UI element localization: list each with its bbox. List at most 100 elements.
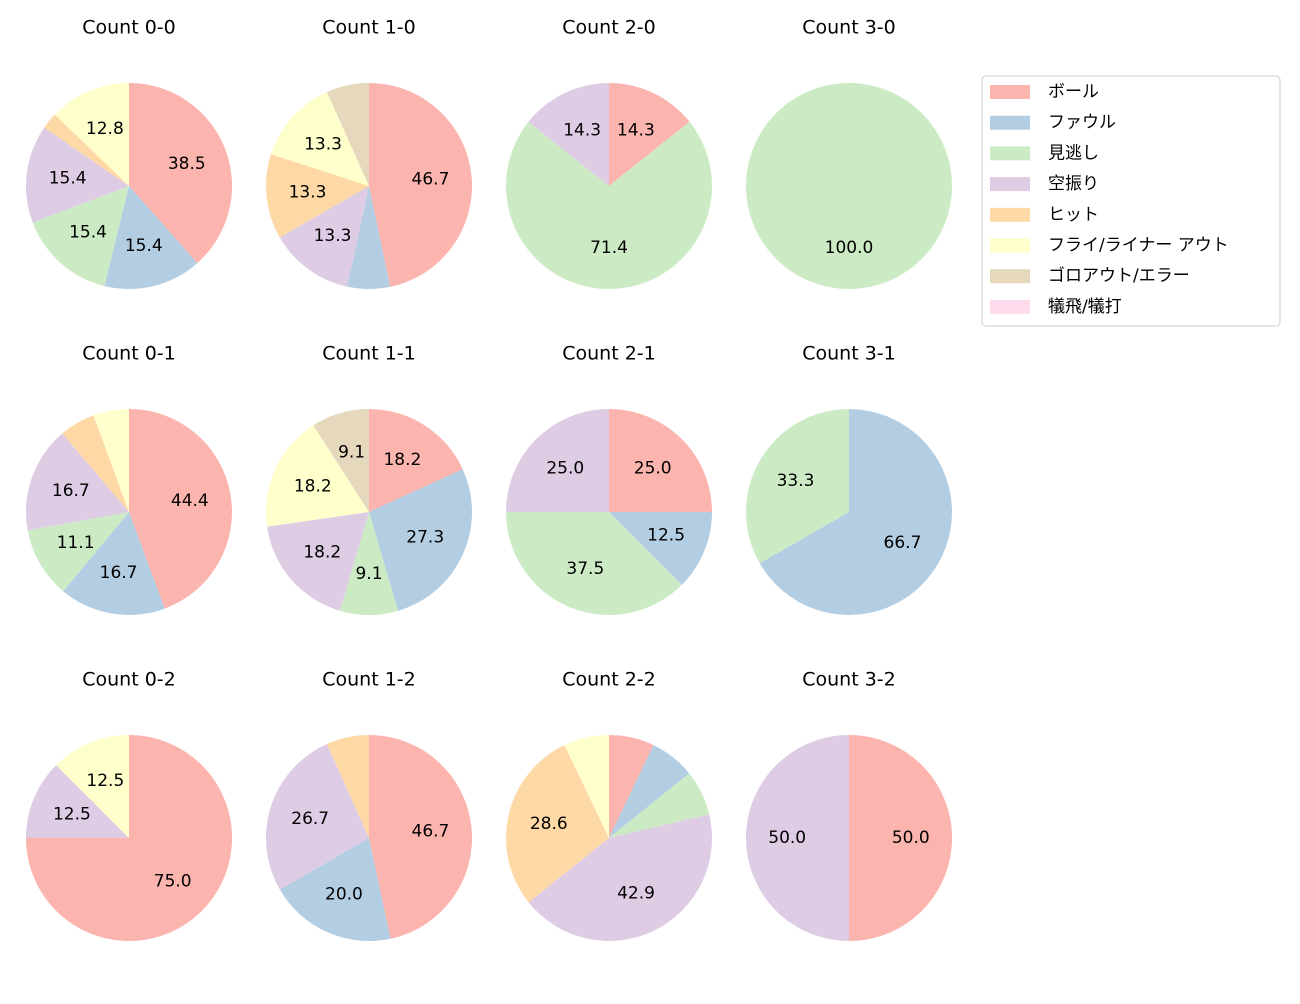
pie-slice: [759, 409, 952, 615]
chart-title: Count 2-2: [562, 669, 656, 691]
legend-box: [981, 75, 1281, 327]
slice-label: 15.4: [49, 169, 87, 189]
slice-label: 11.1: [57, 533, 95, 553]
pie-slice: [506, 512, 682, 615]
chart-title: Count 1-1: [322, 343, 416, 365]
slice-label: 44.4: [171, 491, 209, 511]
slice-label: 28.6: [530, 814, 568, 834]
chart-title: Count 3-2: [802, 669, 896, 691]
slice-label: 38.5: [168, 154, 206, 174]
pie-slice: [528, 83, 609, 186]
slice-label: 13.3: [314, 226, 352, 246]
slice-label: 20.0: [325, 884, 363, 904]
slice-label: 18.2: [383, 450, 421, 470]
pie-slice: [506, 409, 609, 512]
slice-label: 50.0: [892, 828, 930, 848]
chart-title: Count 3-1: [802, 343, 896, 365]
slice-label: 18.2: [294, 476, 332, 496]
slice-label: 15.4: [69, 222, 107, 242]
chart-title: Count 1-2: [322, 669, 416, 691]
pie-slice: [26, 127, 129, 223]
pie-slice: [369, 735, 472, 939]
legend-swatch: [990, 207, 1030, 222]
pie-slice: [609, 735, 654, 838]
pie-slice: [347, 186, 391, 289]
legend-swatch: [990, 85, 1030, 99]
pie-slice: [266, 425, 369, 527]
legend-swatch: [990, 269, 1030, 284]
legend-swatch: [990, 177, 1030, 192]
pie-slice: [528, 814, 713, 941]
legend-label: ゴロアウト/エラー: [1048, 265, 1190, 286]
slice-label: 13.3: [304, 135, 342, 155]
chart-title: Count 1-0: [322, 17, 416, 39]
pie-slice: [339, 512, 399, 615]
slice-label: 33.3: [777, 471, 815, 491]
pie-slice: [26, 433, 130, 531]
pie-slice: [271, 91, 369, 186]
chart-title: Count 0-2: [82, 669, 176, 691]
pie-slice: [609, 83, 690, 186]
slice-label: 12.8: [86, 119, 124, 139]
legend-label: 見逃し: [1048, 143, 1099, 163]
slice-label: 14.3: [563, 120, 601, 140]
chart-title: Count 2-0: [562, 17, 656, 39]
chart-title: Count 3-0: [802, 17, 896, 39]
pie-slice: [44, 114, 129, 186]
slice-label: 50.0: [768, 828, 806, 848]
legend-label: フライ/ライナー アウト: [1048, 236, 1229, 256]
slice-label: 26.7: [291, 809, 329, 829]
pie-slice: [369, 469, 473, 611]
legend-label: 犠飛/犠打: [1048, 297, 1122, 317]
chart-title: Count 0-0: [82, 17, 176, 39]
slice-label: 12.5: [86, 771, 124, 791]
legend-swatch: [990, 115, 1030, 130]
slice-label: 14.3: [617, 120, 655, 140]
legend-label: ヒット: [1048, 205, 1099, 225]
slice-label: 37.5: [566, 559, 604, 579]
slice-label: 12.5: [647, 526, 685, 546]
pie-slice: [746, 735, 849, 941]
slice-label: 16.7: [52, 481, 90, 501]
pie-slice: [267, 512, 369, 611]
chart-title: Count 0-1: [82, 343, 176, 365]
slice-label: 9.1: [355, 564, 382, 584]
slice-label: 27.3: [406, 528, 444, 548]
pie-slice: [93, 409, 129, 512]
pie-slice: [26, 765, 129, 838]
slice-label: 13.3: [289, 182, 327, 202]
slice-label: 25.0: [634, 458, 672, 478]
pie-slice: [265, 154, 369, 238]
pie-slice: [849, 735, 952, 941]
pie-slice: [104, 186, 198, 289]
pie-slice: [745, 409, 849, 564]
legend-swatch: [990, 299, 1030, 314]
slice-label: 46.7: [412, 170, 450, 190]
pie-slice: [326, 735, 369, 838]
slice-label: 25.0: [546, 458, 584, 478]
pie-slice: [265, 743, 369, 890]
legend-swatch: [990, 146, 1030, 161]
legend-swatch: [990, 238, 1030, 253]
pie-slice: [609, 773, 710, 838]
pie-slice: [129, 409, 232, 609]
slice-label: 9.1: [338, 443, 365, 463]
pie-slice: [32, 186, 129, 287]
slice-label: 12.5: [53, 804, 91, 824]
pie-slice: [746, 83, 952, 289]
pie-slice: [369, 83, 473, 287]
pie-slice: [505, 121, 712, 290]
slice-label: 16.7: [100, 563, 138, 583]
pie-slice: [609, 512, 712, 585]
slice-label: 71.4: [590, 238, 628, 258]
slice-label: 18.2: [303, 542, 341, 562]
pie-slice: [27, 512, 129, 592]
slice-label: 75.0: [154, 872, 192, 892]
pie-slice: [564, 735, 609, 838]
legend-label: ボール: [1048, 82, 1099, 102]
pie-slice: [56, 735, 130, 838]
pie-slice: [63, 512, 165, 615]
legend-label: 空振り: [1048, 174, 1099, 194]
